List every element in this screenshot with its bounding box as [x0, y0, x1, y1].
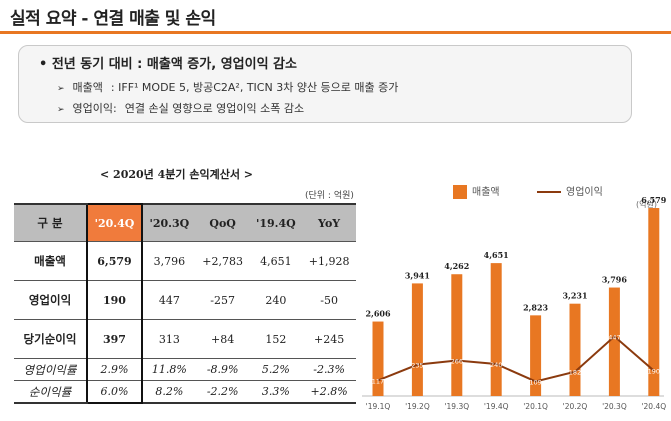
income-statement-table: 구 분 '20.4Q '20.3Q QoQ '19.4Q YoY 매출액 6,5… — [14, 203, 356, 404]
bar-value-label: 3,796 — [602, 275, 627, 285]
summary-item-text: 연결 손실 영향으로 영업이익 소폭 감소 — [124, 102, 305, 115]
bar-sales — [648, 208, 660, 396]
header-category: 구 분 — [14, 203, 87, 242]
legend-bar-swatch — [453, 185, 467, 199]
legend-sales: 매출액 — [453, 183, 500, 199]
cell: 3,796 — [141, 241, 196, 281]
header-qoq: QoQ — [195, 203, 250, 242]
cell: -50 — [302, 280, 356, 320]
summary-item-text: : IFF¹ MODE 5, 방공C2A², TICN 3차 양산 등으로 매출… — [110, 81, 399, 94]
cell: 8.2% — [141, 380, 196, 404]
bar-value-label: 4,651 — [484, 250, 509, 260]
x-tick-label: '20.2Q — [563, 402, 588, 411]
x-tick-label: '20.4Q — [641, 402, 666, 411]
table-row: 영업이익률 2.9% 11.8% -8.9% 5.2% -2.3% — [14, 358, 356, 381]
table-title: < 2020년 4분기 손익계산서 > — [100, 168, 253, 181]
cell: -2.3% — [302, 358, 356, 381]
cell: -2.2% — [195, 380, 250, 404]
cell: 397 — [86, 319, 143, 359]
x-tick-label: '19.3Q — [444, 402, 469, 411]
cell: 2.9% — [86, 358, 143, 381]
line-value-label: 240 — [490, 361, 502, 369]
table-row: 당기순이익 397 313 +84 152 +245 — [14, 319, 356, 359]
chart-unit-label: (억원) — [636, 199, 657, 209]
header-yoy: YoY — [302, 203, 356, 242]
x-tick-label: '19.4Q — [484, 402, 509, 411]
cell: +2.8% — [302, 380, 356, 404]
x-tick-label: '20.1Q — [523, 402, 548, 411]
cell: -8.9% — [195, 358, 250, 381]
bar-value-label: 6,579 — [641, 195, 666, 205]
line-value-label: 447 — [608, 333, 620, 341]
summary-item-label: 매출액 — [72, 81, 103, 94]
summary-item-label: 영업이익: — [72, 102, 117, 115]
cell: -257 — [195, 280, 250, 320]
bar-sales — [608, 287, 620, 396]
bar-value-label: 4,262 — [444, 261, 469, 271]
line-value-label: 182 — [569, 369, 581, 377]
line-value-label: 109 — [529, 378, 541, 386]
row-label: 영업이익 — [14, 280, 87, 320]
bar-sales — [451, 274, 463, 396]
x-tick-label: '20.3Q — [602, 402, 627, 411]
cell: 190 — [86, 280, 143, 320]
bar-value-label: 2,606 — [365, 309, 390, 319]
summary-item-operating-profit: ➢ 영업이익: 연결 손실 영향으로 영업이익 소폭 감소 — [57, 100, 304, 116]
header-19-4q: '19.4Q — [249, 203, 303, 242]
cell: +245 — [302, 319, 356, 359]
bar-sales — [372, 321, 384, 396]
header-20-4q: '20.4Q — [86, 203, 143, 242]
summary-item-sales: ➢ 매출액 : IFF¹ MODE 5, 방공C2A², TICN 3차 양산 등으… — [57, 79, 398, 95]
arrow-icon: ➢ — [57, 105, 65, 115]
bar-sales — [490, 263, 502, 396]
cell: +2,783 — [195, 241, 250, 281]
line-value-label: 266 — [451, 358, 463, 366]
legend-operating-profit: 영업이익 — [537, 183, 603, 198]
bar-sales — [530, 315, 542, 396]
bar-sales — [569, 303, 581, 396]
table-row: 매출액 6,579 3,796 +2,783 4,651 +1,928 — [14, 241, 356, 281]
title-divider — [0, 31, 671, 34]
legend-line-swatch — [537, 191, 561, 193]
summary-box: • 전년 동기 대비 : 매출액 증가, 영업이익 감소 ➢ 매출액 : IFF¹ … — [18, 45, 632, 123]
line-value-label: 117 — [372, 377, 384, 385]
table-header-row: 구 분 '20.4Q '20.3Q QoQ '19.4Q YoY — [14, 203, 356, 242]
bar-value-label: 3,941 — [405, 270, 430, 280]
bar-value-label: 2,823 — [523, 302, 548, 312]
row-label: 순이익률 — [14, 380, 87, 404]
cell: 152 — [249, 319, 303, 359]
legend-sales-label: 매출액 — [472, 187, 500, 198]
bar-value-label: 3,231 — [562, 291, 587, 301]
cell: +1,928 — [302, 241, 356, 281]
row-label: 매출액 — [14, 241, 87, 281]
cell: 5.2% — [249, 358, 303, 381]
cell: 6.0% — [86, 380, 143, 404]
x-tick-label: '19.2Q — [405, 402, 430, 411]
line-operating-profit — [377, 335, 655, 383]
page-title: 실적 요약 - 연결 매출 및 손익 — [10, 9, 216, 29]
line-value-label: 190 — [648, 368, 660, 376]
header-20-3q: '20.3Q — [141, 203, 196, 242]
cell: 4,651 — [249, 241, 303, 281]
cell: 11.8% — [141, 358, 196, 381]
cell: +84 — [195, 319, 250, 359]
row-label: 영업이익률 — [14, 358, 87, 381]
cell: 3.3% — [249, 380, 303, 404]
legend-op-label: 영업이익 — [566, 187, 603, 198]
cell: 6,579 — [86, 241, 143, 281]
table-row: 순이익률 6.0% 8.2% -2.2% 3.3% +2.8% — [14, 380, 356, 404]
bar-sales — [411, 283, 423, 396]
table-unit: (단위 : 억원) — [305, 191, 354, 201]
x-tick-label: '19.1Q — [366, 402, 391, 411]
line-value-label: 235 — [411, 362, 423, 370]
summary-headline: • 전년 동기 대비 : 매출액 증가, 영업이익 감소 — [39, 57, 297, 72]
arrow-icon: ➢ — [57, 84, 65, 94]
